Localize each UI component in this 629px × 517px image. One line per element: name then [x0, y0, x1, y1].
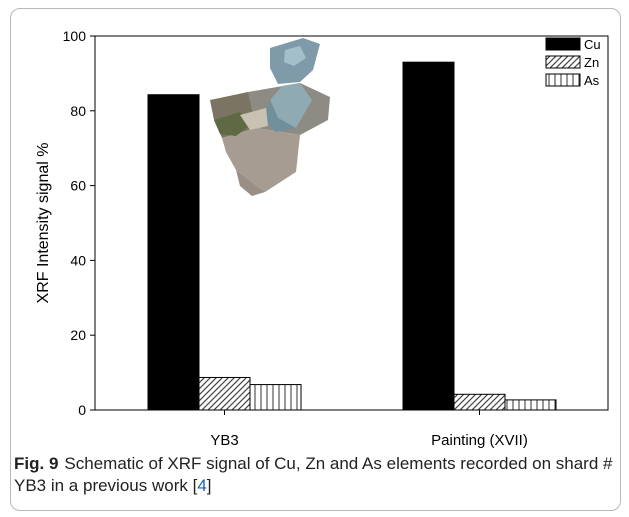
y-tick-label: 0	[78, 402, 86, 418]
y-axis-title: XRF Intensity signal %	[35, 143, 52, 304]
legend-label-zn: Zn	[584, 55, 599, 70]
plot-area	[94, 35, 609, 411]
y-tick-label: 60	[70, 178, 86, 194]
pottery-shard-photo	[210, 38, 330, 196]
legend-swatch-zn	[545, 55, 581, 69]
legend-label-as: As	[584, 73, 600, 88]
bar-as-1	[249, 384, 302, 411]
figure-label: Fig. 9	[14, 454, 59, 473]
y-axis: 0 20 40 60 80 100	[63, 28, 95, 418]
caption-ref-link[interactable]: 4	[197, 476, 207, 495]
y-tick-label: 80	[70, 103, 86, 119]
legend-swatch-cu	[545, 37, 581, 51]
y-tick-label: 100	[63, 28, 87, 44]
caption-text: Schematic of XRF signal of Cu, Zn and As…	[14, 454, 613, 495]
bar-cu-2	[402, 61, 455, 411]
figure-frame	[10, 8, 621, 511]
legend-label-cu: Cu	[584, 37, 601, 52]
bar-zn-1	[198, 376, 251, 411]
bar-cu-1	[147, 94, 200, 411]
x-category-label: YB3	[210, 432, 238, 449]
figure-caption: Fig. 9 Schematic of XRF signal of Cu, Zn …	[14, 453, 614, 497]
caption-text-end: ]	[206, 476, 212, 495]
x-axis: YB3 Painting (XVII)	[210, 410, 528, 449]
bar-zn-2	[453, 393, 506, 411]
y-tick-label: 20	[70, 327, 86, 343]
bar-as-2	[504, 399, 557, 411]
legend: Cu Zn As	[545, 37, 601, 88]
bars	[147, 61, 557, 411]
y-tick-label: 40	[70, 252, 86, 268]
x-category-label: Painting (XVII)	[431, 432, 528, 449]
legend-swatch-as	[545, 73, 581, 87]
